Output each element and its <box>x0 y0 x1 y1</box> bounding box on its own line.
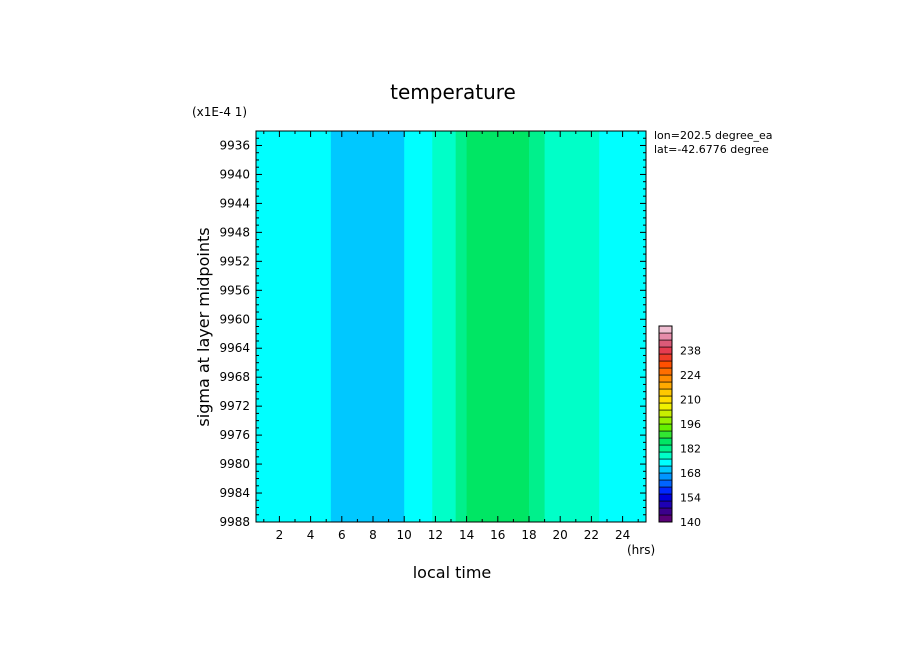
colorbar-level-14 <box>658 416 673 425</box>
y-tick-label-9968: 9968 <box>219 370 250 384</box>
colorbar-level-23 <box>658 353 673 362</box>
heat-band-0 <box>256 131 273 522</box>
colorbar-level-13 <box>658 423 673 432</box>
colorbar-tick-label-210: 210 <box>680 394 701 407</box>
colorbar-level-19 <box>658 381 673 390</box>
y-tick-label-9956: 9956 <box>219 283 250 297</box>
colorbar-level-18 <box>658 388 673 397</box>
x-tick-label-22: 22 <box>584 528 599 542</box>
colorbar-level-0 <box>658 514 673 523</box>
y-axis: 9936 9940 9944 9948 9952 9956 9960 9964 9968 9972… <box>219 130 646 529</box>
colorbar-level-2 <box>658 500 673 509</box>
colorbar-tick-label-196: 196 <box>680 418 701 431</box>
x-tick-label-18: 18 <box>521 528 536 542</box>
colorbar-level-6 <box>658 472 673 481</box>
colorbar-level-27 <box>658 325 673 334</box>
colorbar-tick-label-182: 182 <box>680 443 701 456</box>
x-tick-label-12: 12 <box>428 528 443 542</box>
x-tick-label-10: 10 <box>397 528 412 542</box>
y-tick-label-9988: 9988 <box>219 515 250 529</box>
y-tick-label-9960: 9960 <box>219 312 250 326</box>
x-unit-label: (hrs) <box>627 543 655 557</box>
colorbar-level-7 <box>658 465 673 474</box>
colorbar-tick-label-224: 224 <box>680 369 701 382</box>
heat-band-5 <box>455 131 468 522</box>
x-axis-label: local time <box>413 563 492 582</box>
heat-band-1 <box>271 131 332 522</box>
x-tick-label-16: 16 <box>490 528 505 542</box>
colorbar-tick-label-140: 140 <box>680 516 701 529</box>
heat-band-4 <box>432 131 457 522</box>
annotation-lat: lat=-42.6776 degree <box>654 143 769 156</box>
y-tick-label-9952: 9952 <box>219 254 250 268</box>
heat-band-9 <box>599 131 647 522</box>
x-tick-label-6: 6 <box>338 528 346 542</box>
y-scale-note: (x1E-4 1) <box>192 105 247 119</box>
y-tick-label-9984: 9984 <box>219 486 250 500</box>
y-tick-label-9972: 9972 <box>219 399 250 413</box>
colorbar-level-3 <box>658 493 673 502</box>
x-tick-label-4: 4 <box>307 528 315 542</box>
colorbar: 140 154 168 182 196 210 224 238 <box>658 325 701 529</box>
x-tick-label-20: 20 <box>553 528 568 542</box>
plot-area <box>256 131 647 522</box>
x-tick-label-2: 2 <box>276 528 284 542</box>
colorbar-level-25 <box>658 339 673 348</box>
y-tick-label-9944: 9944 <box>219 196 250 210</box>
colorbar-tick-label-154: 154 <box>680 492 701 505</box>
y-tick-label-9948: 9948 <box>219 225 250 239</box>
y-tick-label-9964: 9964 <box>219 341 250 355</box>
colorbar-border <box>658 325 673 523</box>
x-axis: 2 4 6 8 10 12 14 16 18 20 22 24 <box>263 131 639 542</box>
heat-band-7 <box>529 131 546 522</box>
heat-band-3 <box>404 131 433 522</box>
colorbar-level-12 <box>658 430 673 439</box>
colorbar-level-20 <box>658 374 673 383</box>
annotation-lon: lon=202.5 degree_ea <box>654 129 773 142</box>
colorbar-level-4 <box>658 486 673 495</box>
colorbar-level-26 <box>658 332 673 341</box>
y-tick-label-9940: 9940 <box>219 167 250 181</box>
heat-band-6 <box>466 131 530 522</box>
colorbar-level-9 <box>658 451 673 460</box>
y-tick-label-9936: 9936 <box>219 138 250 152</box>
colorbar-tick-label-238: 238 <box>680 345 701 358</box>
colorbar-level-24 <box>658 346 673 355</box>
x-tick-label-8: 8 <box>369 528 377 542</box>
colorbar-level-22 <box>658 360 673 369</box>
colorbar-level-15 <box>658 409 673 418</box>
x-tick-label-24: 24 <box>615 528 630 542</box>
y-axis-label: sigma at layer midpoints <box>194 227 213 426</box>
colorbar-level-10 <box>658 444 673 453</box>
colorbar-level-8 <box>658 458 673 467</box>
colorbar-level-1 <box>658 507 673 516</box>
colorbar-level-16 <box>658 402 673 411</box>
heat-band-8 <box>544 131 600 522</box>
colorbar-tick-label-168: 168 <box>680 467 701 480</box>
colorbar-level-17 <box>658 395 673 404</box>
colorbar-level-21 <box>658 367 673 376</box>
chart-title: temperature <box>390 80 516 104</box>
y-tick-label-9980: 9980 <box>219 457 250 471</box>
colorbar-level-11 <box>658 437 673 446</box>
colorbar-level-5 <box>658 479 673 488</box>
x-tick-label-14: 14 <box>459 528 474 542</box>
heat-band-2 <box>330 131 405 522</box>
y-tick-label-9976: 9976 <box>219 428 250 442</box>
